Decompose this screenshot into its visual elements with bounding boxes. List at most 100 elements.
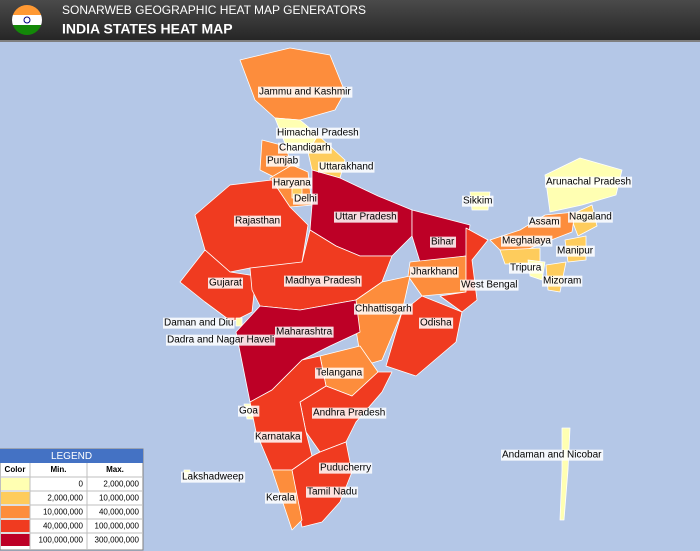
state-label: Assam (529, 217, 560, 228)
state-label-bg (181, 471, 246, 483)
legend-max: 300,000,000 (95, 536, 140, 545)
state-label-bg (430, 236, 457, 248)
header-title: INDIA STATES HEAT MAP (62, 21, 233, 37)
header-subtitle: SONARWEB GEOGRAPHIC HEAT MAP GENERATORS (62, 3, 366, 17)
state-label: Madhya Pradesh (285, 276, 361, 287)
state-label: Jharkhand (411, 267, 458, 278)
state-label-bg (306, 486, 359, 498)
state-label: Gujarat (209, 278, 242, 289)
legend-min: 0 (79, 480, 84, 489)
state-label: Manipur (557, 246, 594, 257)
state-label-bg (266, 155, 300, 167)
legend-column-header: Max. (106, 465, 124, 474)
state-label: Goa (239, 406, 258, 417)
state-label-bg (272, 177, 313, 189)
header-bar (0, 0, 700, 40)
legend-max: 100,000,000 (95, 522, 140, 531)
legend-swatch (1, 520, 30, 532)
state-label: Andhra Pradesh (313, 408, 385, 419)
state-label: Meghalaya (502, 236, 551, 247)
legend-max: 2,000,000 (103, 480, 139, 489)
state-label-bg (410, 266, 459, 278)
state-label-bg (462, 195, 494, 207)
state-region (235, 299, 361, 403)
state-label: Odisha (420, 318, 452, 329)
state-label: Uttarakhand (319, 162, 373, 173)
state-label-bg (166, 334, 276, 346)
state-label-bg (542, 275, 583, 287)
state-label: Daman and Diu (164, 318, 233, 329)
state-label: Bihar (431, 237, 455, 248)
flag (12, 5, 42, 35)
state-label-bg (419, 317, 454, 329)
state-label-bg (501, 235, 553, 247)
state-region (235, 317, 243, 327)
state-label-bg (208, 277, 244, 289)
legend-min: 10,000,000 (43, 508, 84, 517)
legend-column-header: Min. (51, 465, 67, 474)
state-label-bg (275, 326, 334, 338)
state-label: Dadra and Nagar Haveli (167, 335, 274, 346)
state-label-bg (556, 245, 595, 257)
state-label-bg (354, 303, 413, 315)
state-label-bg (284, 275, 362, 287)
state-label: Puducherry (320, 463, 371, 474)
state-label-bg (163, 317, 235, 329)
state-region (559, 427, 571, 521)
state-label-bg (254, 431, 303, 443)
state-region (239, 47, 346, 121)
state-label-bg (238, 405, 260, 417)
state-label: Mizoram (543, 276, 581, 287)
state-label-bg (568, 211, 613, 223)
state-label: Arunachal Pradesh (546, 177, 631, 188)
legend-min: 100,000,000 (39, 536, 84, 545)
state-region (439, 227, 489, 313)
legend-title-bar (0, 449, 143, 463)
state-label: Maharashtra (276, 327, 333, 338)
header-rule (0, 40, 700, 42)
state-label: Jammu and Kashmir (259, 87, 351, 98)
state-region (355, 275, 411, 367)
state-label-bg (460, 279, 519, 291)
state-label: Telangana (316, 368, 363, 379)
state-label-bg (293, 193, 318, 205)
state-label-bg (528, 216, 561, 228)
state-label-bg (545, 176, 633, 188)
state-label-bg (258, 86, 353, 98)
state-region (385, 295, 463, 377)
legend-swatch (1, 506, 30, 518)
legend-max: 40,000,000 (99, 508, 140, 517)
state-label-bg (312, 407, 387, 419)
state-label-bg (334, 211, 398, 223)
state-label: West Bengal (461, 280, 518, 291)
state-label: Nagaland (569, 212, 612, 223)
state-label: Andaman and Nicobar (502, 450, 602, 461)
legend-title: LEGEND (51, 451, 92, 462)
legend-min: 40,000,000 (43, 522, 84, 531)
state-label-bg (509, 262, 543, 274)
state-label: Karnataka (255, 432, 301, 443)
state-label-bg (315, 367, 364, 379)
state-label-bg (234, 215, 282, 227)
legend-min: 2,000,000 (47, 494, 83, 503)
state-label-bg (265, 492, 297, 504)
state-label-bg (276, 127, 360, 139)
state-label-bg (319, 462, 373, 474)
state-label-bg (501, 449, 604, 461)
legend-swatch (1, 478, 30, 490)
state-label: Sikkim (463, 196, 492, 207)
state-label-bg (318, 161, 375, 173)
state-region (249, 229, 393, 311)
legend-max: 10,000,000 (99, 494, 140, 503)
state-label-bg (278, 142, 332, 154)
state-label: Uttar Pradesh (335, 212, 397, 223)
state-label: Tamil Nadu (307, 487, 357, 498)
state-label: Chandigarh (279, 143, 331, 154)
legend-column-header: Color (5, 465, 26, 474)
state-label: Delhi (294, 194, 317, 205)
legend-swatch (1, 492, 30, 504)
state-label: Kerala (266, 493, 295, 504)
state-label: Tripura (510, 263, 542, 274)
